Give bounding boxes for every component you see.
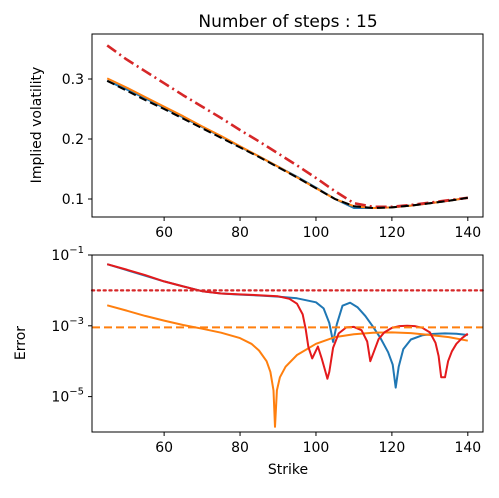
volatility-x-tick-label: 120	[379, 225, 406, 241]
volatility-x-tick-label: 140	[454, 225, 481, 241]
error-x-tick-label: 140	[454, 440, 481, 456]
volatility-axes-frame	[91, 33, 484, 218]
error-x-tick-label: 120	[379, 440, 406, 456]
error-y-axis-label: Error	[13, 326, 29, 360]
chart-title: Number of steps : 15	[198, 12, 377, 32]
volatility-series-line-1	[106, 79, 468, 209]
volatility-x-tick-label: 60	[155, 225, 173, 241]
error-x-tick-label: 60	[155, 440, 173, 456]
error-y-tick-label: 10−1	[51, 245, 84, 264]
error-x-ticks: 60 80 100 120 140	[155, 432, 481, 456]
error-series-group	[90, 263, 485, 428]
error-x-tick-label: 80	[231, 440, 249, 456]
error-panel: 60 80 100 120 140 10−5 10−3 10−1 Strike Error	[13, 245, 485, 478]
volatility-y-tick-label: 0.3	[62, 72, 84, 88]
error-series-line-2	[106, 304, 468, 428]
error-y-ticks: 10−5 10−3 10−1	[51, 245, 92, 406]
volatility-y-tick-label: 0.1	[62, 192, 84, 208]
error-x-axis-label: Strike	[268, 462, 308, 478]
volatility-series-line-4	[106, 79, 468, 209]
volatility-y-axis-label: Implied volatility	[29, 67, 45, 184]
volatility-series-group	[106, 44, 468, 209]
error-x-tick-label: 100	[303, 440, 330, 456]
volatility-y-tick-label: 0.2	[62, 132, 84, 148]
volatility-panel: Number of steps : 15 60 80 100 120 140 0.10.…	[29, 12, 484, 241]
volatility-x-ticks: 60 80 100 120 140	[155, 217, 481, 241]
error-axes-frame	[91, 254, 484, 433]
volatility-series-line-3	[106, 44, 468, 209]
volatility-y-ticks: 0.1 0.2 0.3	[62, 72, 92, 208]
error-y-tick-label: 10−3	[51, 316, 84, 335]
error-series-line-3	[106, 263, 469, 380]
volatility-x-tick-label: 80	[231, 225, 249, 241]
error-y-tick-label: 10−5	[51, 387, 84, 406]
volatility-x-tick-label: 100	[303, 225, 330, 241]
volatility-series-line-2	[106, 77, 468, 209]
